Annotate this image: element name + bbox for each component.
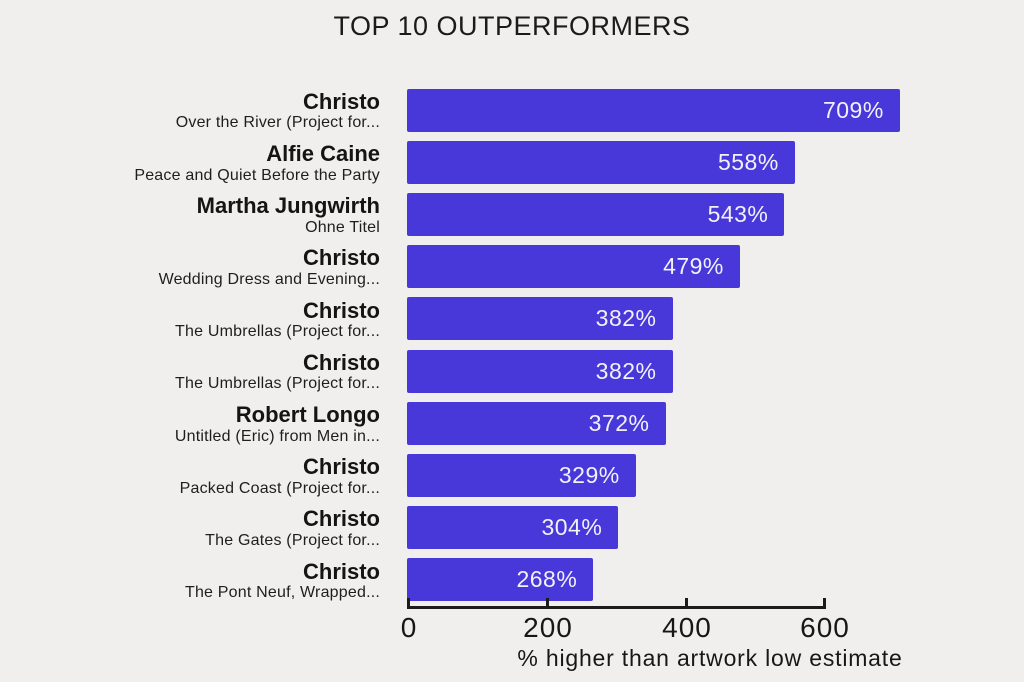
bar-value-label: 268% <box>516 566 578 593</box>
row-labels: Christo The Pont Neuf, Wrapped... <box>0 558 380 603</box>
row-labels: Alfie Caine Peace and Quiet Before the P… <box>0 141 380 185</box>
artwork-title: The Umbrellas (Project for... <box>175 375 380 393</box>
bar-track: 372% <box>407 401 1024 445</box>
artwork-title: The Gates (Project for... <box>205 531 380 549</box>
artwork-title: Ohne Titel <box>305 218 380 236</box>
bar-value-label: 709% <box>822 96 884 123</box>
x-axis: 0 200 400 600 <box>401 598 849 643</box>
bar-row: Christo The Umbrellas (Project for... 38… <box>0 293 1024 345</box>
bar-row: Robert Longo Untitled (Eric) from Men in… <box>0 397 1024 449</box>
bar: 329% <box>407 453 636 497</box>
bar-row: Christo Packed Coast (Project for... 329… <box>0 449 1024 501</box>
artist-name: Christo <box>303 558 380 584</box>
row-labels: Christo Wedding Dress and Evening... <box>0 246 380 289</box>
row-labels: Christo The Umbrellas (Project for... <box>0 349 380 394</box>
row-labels: Martha Jungwirth Ohne Titel <box>0 194 380 237</box>
x-axis-tick <box>685 598 688 606</box>
bar: 372% <box>407 401 666 445</box>
x-axis-tick <box>407 598 410 606</box>
artwork-title: Untitled (Eric) from Men in... <box>174 427 380 445</box>
bar: 382% <box>407 349 673 393</box>
x-tick-label: 400 <box>662 612 712 643</box>
bar: 382% <box>407 297 673 341</box>
artist-name: Christo <box>303 297 380 323</box>
bar-track: 558% <box>407 140 1024 184</box>
artwork-title: Peace and Quiet Before the Party <box>134 166 380 184</box>
row-labels: Christo The Gates (Project for... <box>0 507 380 550</box>
artist-name: Christo <box>303 506 380 532</box>
x-axis-label: % higher than artwork low estimate <box>517 645 903 671</box>
bar-row: Christo The Umbrellas (Project for... 38… <box>0 345 1024 397</box>
bar-value-label: 558% <box>717 148 779 175</box>
artist-name: Robert Longo <box>235 401 380 427</box>
bar: 543% <box>407 192 785 236</box>
bar-row: Christo Over the River (Project for... 7… <box>0 84 1024 136</box>
bars-area: Christo Over the River (Project for... 7… <box>0 84 1024 606</box>
bar-track: 268% <box>407 558 1024 602</box>
row-labels: Christo Over the River (Project for... <box>0 88 380 133</box>
bar-track: 304% <box>407 506 1024 550</box>
chart-title: TOP 10 OUTPERFORMERS <box>333 11 691 41</box>
bar-track: 329% <box>407 453 1024 497</box>
x-tick-label: 200 <box>523 612 573 643</box>
artwork-title: Wedding Dress and Evening... <box>158 271 380 289</box>
artist-name: Christo <box>303 245 380 271</box>
bar-value-label: 479% <box>663 253 724 280</box>
bar-row: Christo The Pont Neuf, Wrapped... 268% <box>0 554 1024 606</box>
bar: 479% <box>407 245 740 289</box>
artist-name: Christo <box>303 88 380 114</box>
artwork-title: Packed Coast (Project for... <box>179 479 380 497</box>
artist-name: Christo <box>303 349 380 375</box>
bar-row: Martha Jungwirth Ohne Titel 543% <box>0 188 1024 240</box>
bar-value-label: 329% <box>558 461 620 488</box>
x-tick-label: 0 <box>400 612 418 643</box>
x-tick-label: 600 <box>800 612 850 643</box>
bar: 268% <box>407 558 594 602</box>
bar: 558% <box>407 140 795 184</box>
artist-name: Alfie Caine <box>266 141 380 167</box>
bar-track: 479% <box>407 245 1024 289</box>
artwork-title: Over the River (Project for... <box>175 114 380 132</box>
bar: 709% <box>407 88 900 132</box>
bar-value-label: 304% <box>541 514 603 541</box>
bar-value-label: 372% <box>588 409 650 436</box>
artist-name: Christo <box>303 454 380 480</box>
x-axis-tick <box>823 598 826 606</box>
bar-value-label: 543% <box>707 200 769 227</box>
bar-track: 382% <box>407 349 1024 393</box>
row-labels: Christo Packed Coast (Project for... <box>0 455 380 498</box>
bar-value-label: 382% <box>595 357 657 384</box>
bar-row: Christo Wedding Dress and Evening... 479… <box>0 241 1024 293</box>
bar-track: 543% <box>407 192 1024 236</box>
bar-track: 382% <box>407 297 1024 341</box>
row-labels: Robert Longo Untitled (Eric) from Men in… <box>0 401 380 446</box>
artist-name: Martha Jungwirth <box>196 193 380 219</box>
bar-value-label: 382% <box>595 305 657 332</box>
bar-track: 709% <box>407 88 1024 132</box>
artwork-title: The Umbrellas (Project for... <box>175 323 380 341</box>
artwork-title: The Pont Neuf, Wrapped... <box>184 584 380 602</box>
bar-row: Alfie Caine Peace and Quiet Before the P… <box>0 136 1024 188</box>
row-labels: Christo The Umbrellas (Project for... <box>0 297 380 342</box>
bar-row: Christo The Gates (Project for... 304% <box>0 502 1024 554</box>
x-axis-tick <box>546 598 549 606</box>
bar: 304% <box>407 506 619 550</box>
